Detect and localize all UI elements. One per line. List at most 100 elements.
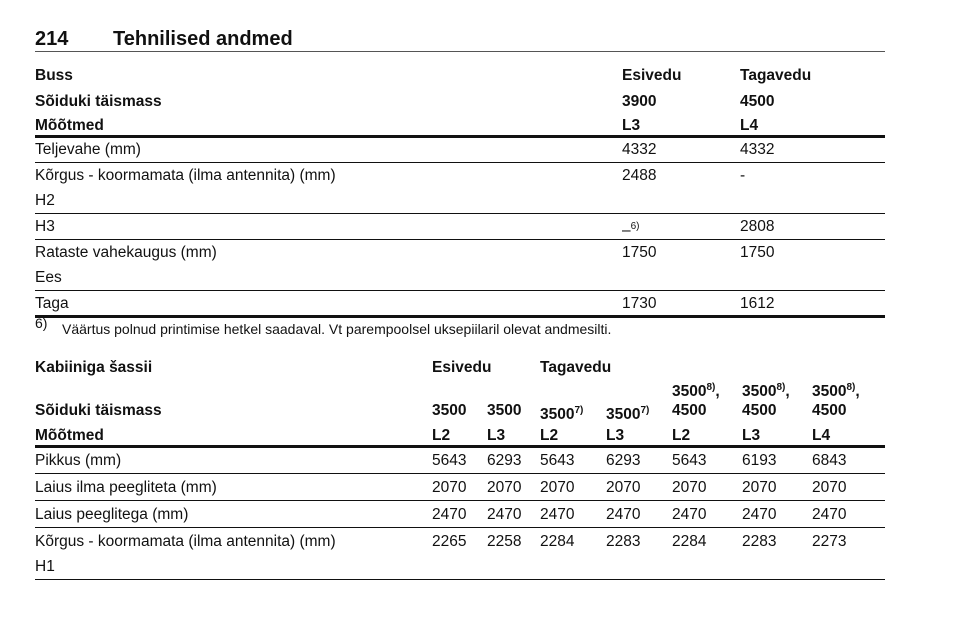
table-rule	[35, 472, 885, 474]
cell-text: 2284	[672, 533, 707, 550]
cell-text: 6293	[487, 452, 522, 469]
footnote-ref: 7)	[574, 405, 584, 416]
page-title: Tehnilised andmed	[113, 28, 293, 50]
footnote-text: Väärtus polnud printimise hetkel saadava…	[62, 321, 612, 337]
cell-suffix: ,	[715, 383, 720, 400]
cell-text: L4	[812, 427, 831, 444]
cell-text: Tagavedu	[540, 359, 612, 376]
cell-text: –6)	[622, 218, 640, 240]
cell-text: Teljevahe (mm)	[35, 141, 141, 158]
footnote-ref: 8)	[706, 382, 716, 393]
cell-text: L2	[672, 427, 691, 444]
cell-text: 2283	[742, 533, 777, 550]
cell-text: Kõrgus - koormamata (ilma antennita) (mm…	[35, 533, 336, 550]
table-rule	[35, 314, 885, 318]
cell-text: 1750	[740, 244, 775, 261]
cell-text: Tagavedu	[740, 67, 812, 84]
cell-text: 2265	[432, 533, 467, 550]
table-rule	[35, 212, 885, 214]
cell-text: 2070	[487, 479, 522, 496]
cell-text: 6293	[606, 452, 641, 469]
cell-value: 3500	[672, 383, 707, 400]
cell-text: 35007)	[540, 402, 583, 424]
cell-text: Esivedu	[622, 67, 682, 84]
cell-value: 3500	[606, 406, 641, 423]
cell-text: 4500	[672, 402, 707, 419]
cell-text: 5643	[672, 452, 707, 469]
header-rule	[35, 51, 885, 52]
cell-text: 1730	[622, 295, 657, 312]
cell-text: 3900	[622, 93, 657, 110]
cell-text: Sõiduki täismass	[35, 402, 162, 419]
cell-text: 2273	[812, 533, 847, 550]
cell-text: 3500	[487, 402, 522, 419]
cell-text: 35007)	[606, 402, 649, 424]
cell-text: 4332	[740, 141, 775, 158]
cell-value: 3500	[812, 383, 847, 400]
cell-text: 1750	[622, 244, 657, 261]
cell-text: 2284	[540, 533, 575, 550]
cell-text: Laius ilma peegliteta (mm)	[35, 479, 217, 496]
cell-text: Mõõtmed	[35, 427, 104, 444]
cell-text: H3	[35, 218, 55, 235]
table-rule	[35, 161, 885, 163]
cell-text: 2070	[672, 479, 707, 496]
cell-text: Laius peeglitega (mm)	[35, 506, 189, 523]
cell-text: 2470	[606, 506, 641, 523]
cell-text: H1	[35, 558, 55, 575]
table-rule	[35, 499, 885, 501]
cell-text: 2808	[740, 218, 775, 235]
cell-suffix: ,	[855, 383, 860, 400]
table-rule	[35, 289, 885, 291]
cell-text: 2470	[540, 506, 575, 523]
table-rule	[35, 444, 885, 448]
cell-text: L3	[487, 427, 506, 444]
footnote-ref: 7)	[640, 405, 650, 416]
cell-text: 2070	[432, 479, 467, 496]
cell-text: 2470	[812, 506, 847, 523]
cell-text: 35008),	[672, 379, 720, 401]
cell-text: 2070	[540, 479, 575, 496]
cell-text: 2283	[606, 533, 641, 550]
cell-text: 6843	[812, 452, 847, 469]
cell-text: 1612	[740, 295, 775, 312]
cell-text: 2258	[487, 533, 522, 550]
cell-text: Rataste vahekaugus (mm)	[35, 244, 217, 261]
cell-text: L3	[606, 427, 625, 444]
cell-text: Taga	[35, 295, 69, 312]
cell-value: 3500	[742, 383, 777, 400]
cell-text: 2470	[742, 506, 777, 523]
footnote-ref: 6)	[630, 221, 640, 232]
cell-text: 4332	[622, 141, 657, 158]
cell-text: 2470	[487, 506, 522, 523]
cell-text: Kõrgus - koormamata (ilma antennita) (mm…	[35, 167, 336, 184]
cell-text: Esivedu	[432, 359, 492, 376]
cell-value: 3500	[540, 406, 575, 423]
page-number: 214	[35, 28, 69, 50]
cell-text: 5643	[432, 452, 467, 469]
table-rule	[35, 526, 885, 528]
cell-text: 2070	[606, 479, 641, 496]
footnote-ref: 8)	[846, 382, 856, 393]
table-rule	[35, 134, 885, 138]
cell-text: 4500	[812, 402, 847, 419]
cell-text: 35008),	[742, 379, 790, 401]
table-rule	[35, 238, 885, 240]
cell-text: Pikkus (mm)	[35, 452, 122, 469]
cell-text: 4500	[742, 402, 777, 419]
cell-text: L4	[740, 117, 759, 134]
cell-text: 4500	[740, 93, 775, 110]
cell-text: 2470	[672, 506, 707, 523]
cell-text: 2070	[742, 479, 777, 496]
cell-text: Buss	[35, 67, 73, 84]
cell-text: 2070	[812, 479, 847, 496]
cell-text: -	[740, 167, 746, 184]
cell-text: 3500	[432, 402, 467, 419]
cell-text: Ees	[35, 269, 62, 286]
cell-text: Mõõtmed	[35, 117, 104, 134]
cell-text: 2488	[622, 167, 657, 184]
footnote-ref: 8)	[776, 382, 786, 393]
cell-text: L2	[432, 427, 451, 444]
cell-text: Sõiduki täismass	[35, 93, 162, 110]
